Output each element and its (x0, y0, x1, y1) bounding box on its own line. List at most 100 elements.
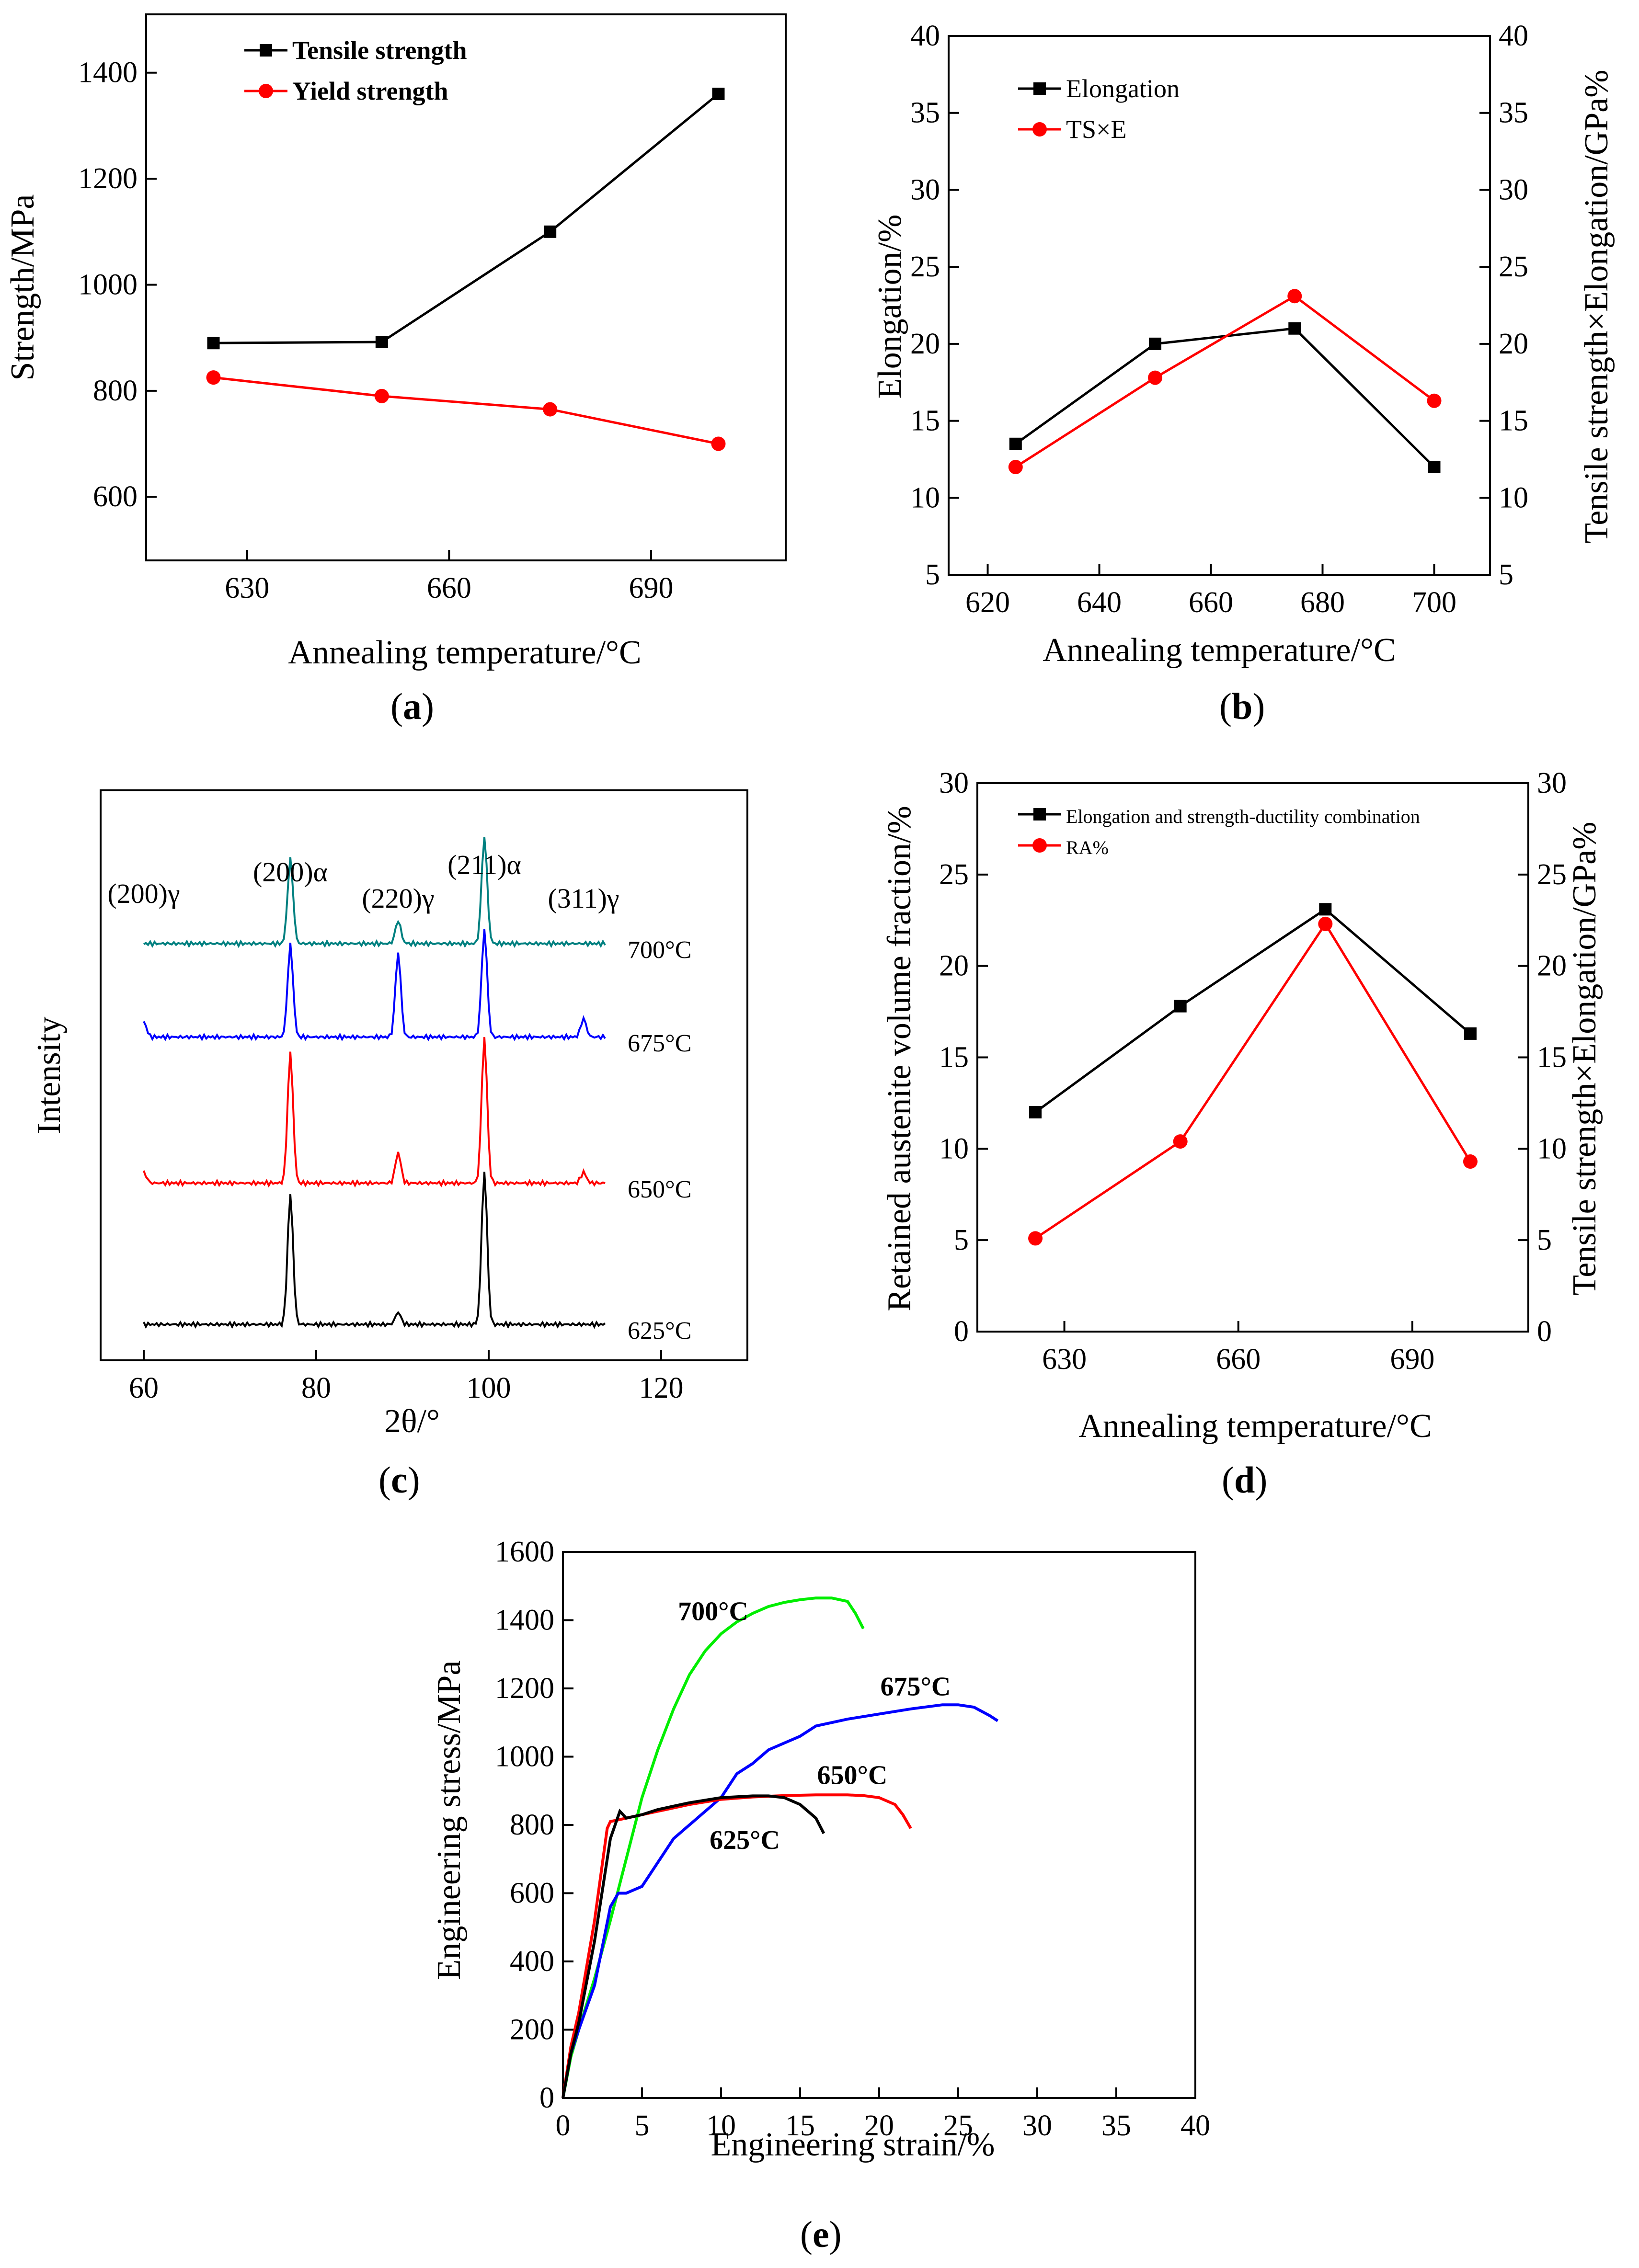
peak-label: (200)γ (107, 878, 180, 909)
curve-label: 675°C (880, 1672, 951, 1701)
x-tick-label: 630 (1042, 1343, 1087, 1376)
panel-letter-a: a (402, 685, 422, 727)
curve-label: 700°C (678, 1597, 748, 1627)
legend-label: Yield strength (292, 77, 448, 105)
chart-d-group: 630 660 690 0 0 5 5 10 10 15 15 20 20 25 25 30 30 Anneali… (881, 767, 1603, 1445)
x-tick-label: 5 (635, 2109, 650, 2142)
data-point (207, 337, 220, 350)
legend-marker (1033, 82, 1046, 95)
spectrum-label: 650°C (628, 1176, 691, 1203)
data-point (1174, 1000, 1187, 1013)
y-tick-label: 15 (910, 405, 940, 437)
curve-label: 625°C (710, 1825, 780, 1855)
data-point (206, 370, 221, 385)
x-tick-label: 640 (1077, 586, 1122, 619)
peak-label: (211)α (447, 849, 521, 880)
y-tick-label: 30 (910, 173, 940, 206)
legend-label: Tensile strength (292, 36, 467, 65)
panel-letter-b: b (1231, 685, 1253, 727)
y-right-tick-label: 10 (1537, 1132, 1567, 1165)
y-right-tick-label: 30 (1537, 767, 1567, 799)
spectrum-label: 700°C (628, 936, 691, 964)
data-point (1318, 916, 1333, 931)
legend-marker (260, 44, 272, 57)
peak-label: (220)γ (362, 883, 434, 914)
y-tick-label: 1400 (495, 1604, 554, 1637)
data-point (1464, 1027, 1477, 1040)
data-point (1149, 337, 1162, 350)
y-tick-label: 25 (910, 251, 940, 283)
y-tick-label: 400 (510, 1945, 554, 1978)
x-tick-label: 100 (467, 1372, 511, 1404)
plot-frame (976, 782, 1529, 1333)
y-right-axis-label: Tensile strength×Elongation/GPa% (1578, 69, 1615, 543)
y-tick-label: 0 (954, 1315, 969, 1348)
panel-letter-d: d (1234, 1459, 1255, 1501)
y-axis-label: Elongation/% (871, 215, 908, 399)
series-line (1015, 327, 1435, 468)
legend-marker (1032, 122, 1047, 137)
y-right-tick-label: 15 (1499, 405, 1528, 437)
x-tick-label: 80 (301, 1372, 331, 1404)
y-tick-label: 600 (93, 480, 138, 513)
y-tick-label: 25 (939, 858, 969, 891)
y-right-tick-label: 35 (1499, 97, 1528, 129)
y-right-tick-label: 20 (1537, 950, 1567, 982)
data-point (1148, 370, 1163, 385)
peak-label: (200)α (253, 856, 328, 888)
y-tick-label: 200 (510, 2014, 554, 2046)
y-tick-label: 5 (954, 1224, 969, 1256)
legend-marker (1033, 808, 1046, 821)
x-axis-label: Annealing temperature/°C (1043, 632, 1396, 669)
x-axis-label: Annealing temperature/°C (1078, 1408, 1432, 1445)
x-tick-label: 700 (1412, 586, 1456, 619)
y-tick-label: 20 (910, 328, 940, 360)
y-right-tick-label: 25 (1499, 251, 1528, 283)
x-tick-label: 630 (225, 572, 269, 604)
x-tick-label: 680 (1300, 586, 1345, 619)
plot-frame (100, 789, 748, 1361)
spectrum-675°C (143, 929, 606, 1042)
spectrum-700°C (143, 837, 606, 948)
series-line (213, 93, 720, 344)
data-point (1288, 322, 1301, 335)
y-tick-label: 10 (910, 481, 940, 514)
plot-frame (948, 35, 1491, 576)
chart-a-group: 630 660 690 600 800 1000 1200 1400 Annealing tem… (4, 13, 787, 671)
x-tick-label: 690 (629, 572, 673, 604)
y-tick-label: 30 (939, 767, 969, 799)
series-line (213, 376, 719, 445)
x-tick-label: 60 (129, 1372, 159, 1404)
chart-c-group: 60 80 100 120 2θ/° Intensity 700°C 675°C 650°C 62… (31, 789, 748, 1440)
legend-marker (1032, 838, 1047, 853)
y-right-tick-label: 5 (1499, 558, 1513, 591)
data-point (1463, 1154, 1478, 1169)
x-axis-label: Annealing temperature/°C (288, 634, 641, 671)
x-tick-label: 120 (639, 1372, 684, 1404)
y-tick-label: 600 (510, 1877, 554, 1910)
y-right-tick-label: 5 (1537, 1224, 1552, 1256)
legend-label: RA% (1066, 837, 1109, 858)
y-right-tick-label: 0 (1537, 1315, 1552, 1348)
plot-frame (145, 13, 787, 561)
y-tick-label: 15 (939, 1041, 969, 1074)
legend-marker (259, 84, 273, 98)
y-tick-label: 1000 (78, 268, 138, 301)
y-tick-label: 1600 (495, 1536, 554, 1568)
x-tick-label: 30 (1022, 2109, 1052, 2142)
panel-label-c: (c) (378, 1459, 420, 1501)
spectrum-label: 675°C (628, 1030, 691, 1057)
y-tick-label: 1000 (495, 1741, 554, 1773)
x-tick-label: 10 (706, 2109, 736, 2142)
data-point (1287, 289, 1302, 304)
panel-label-a: (a) (390, 685, 434, 727)
y-axis-label: Strength/MPa (4, 194, 41, 381)
spectrum-625°C (143, 1172, 606, 1329)
chart-e-group: 0 5 10 15 20 25 30 35 40020040060080010001200140… (431, 1536, 1210, 2163)
series-line (562, 1596, 865, 2098)
y-tick-label: 35 (910, 97, 940, 129)
y-tick-label: 1400 (78, 57, 138, 89)
y-tick-label: 800 (510, 1809, 554, 1841)
legend-label: Elongation (1066, 74, 1180, 103)
